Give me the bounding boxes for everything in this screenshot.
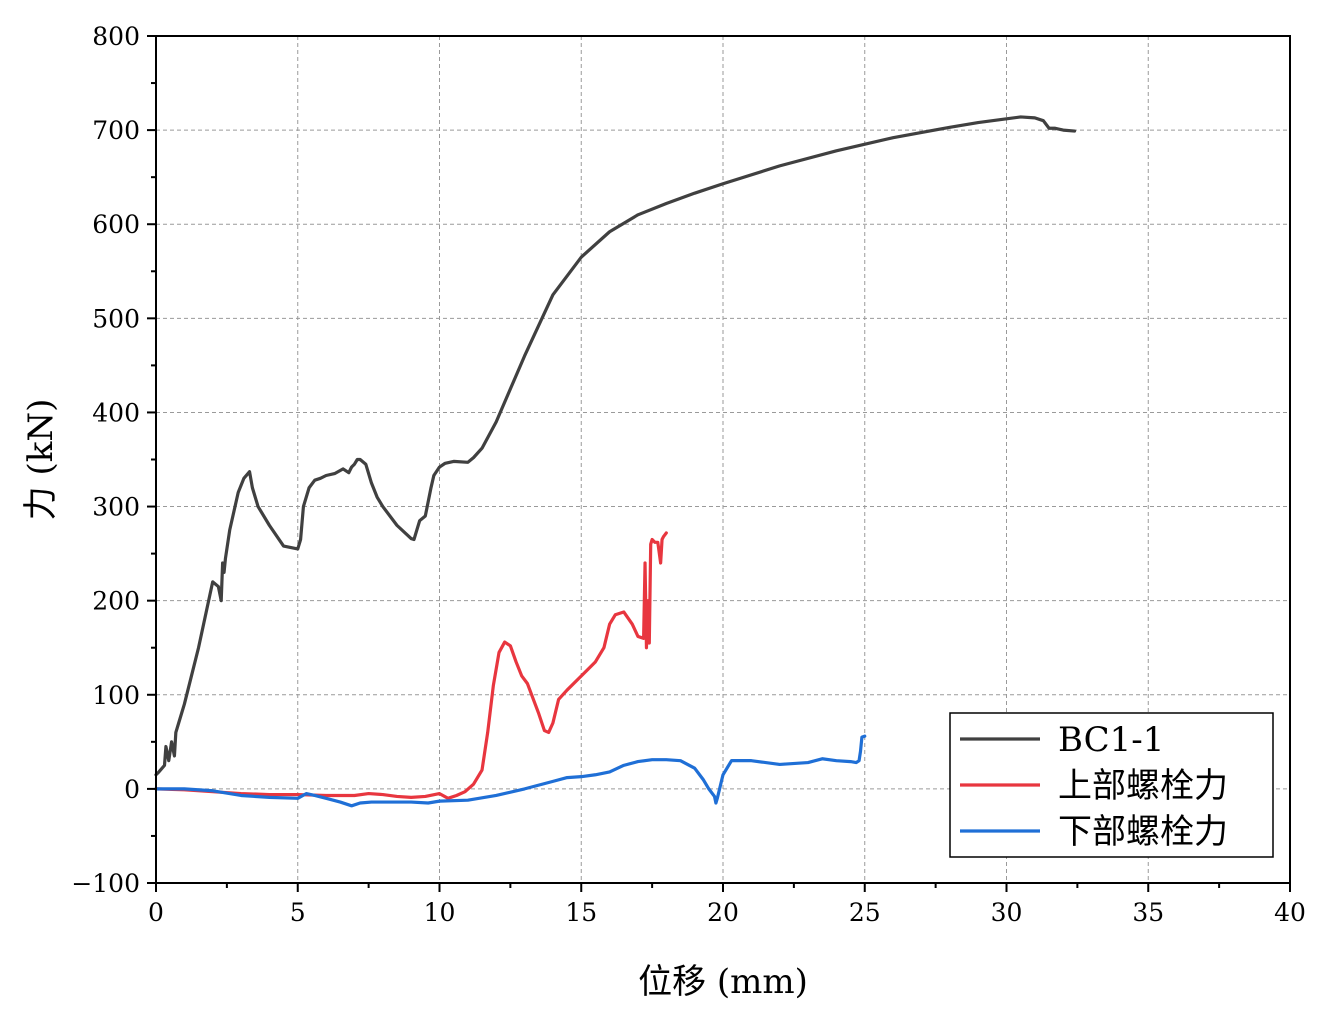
y-tick-label: 700 (92, 116, 140, 145)
x-tick-label: 20 (707, 898, 739, 927)
y-tick-label: 0 (124, 775, 140, 804)
y-tick-label: 100 (92, 681, 140, 710)
y-axis-title: 力 (kN) (21, 399, 61, 521)
legend-label: BC1-1 (1058, 720, 1164, 760)
series-line-1 (154, 531, 668, 800)
y-tick-label: 500 (92, 304, 140, 333)
y-tick-label: 200 (92, 587, 140, 616)
y-tick-label: 800 (92, 22, 140, 51)
series-line-2 (154, 734, 867, 808)
x-tick-label: 30 (991, 898, 1023, 927)
y-tick-labels: −100 0 100 200 300 400 500 600 700 800 (71, 22, 140, 898)
legend-label: 上部螺栓力 (1058, 766, 1228, 806)
x-tick-label: 10 (424, 898, 456, 927)
x-tick-label: 25 (849, 898, 881, 927)
y-tick-label: 600 (92, 210, 140, 239)
y-tick-label: 400 (92, 398, 140, 427)
legend-label: 下部螺栓力 (1058, 812, 1228, 852)
x-axis-title: 位移 (mm) (638, 962, 808, 1002)
x-tick-labels: 0 5 10 15 20 25 30 35 40 (148, 898, 1306, 927)
y-tick-label: −100 (71, 869, 140, 898)
x-tick-label: 40 (1274, 898, 1306, 927)
y-tick-label: 300 (92, 493, 140, 522)
x-tick-label: 35 (1132, 898, 1164, 927)
series-lines (154, 115, 1077, 808)
axis-ticks (147, 35, 1291, 892)
x-tick-label: 5 (290, 898, 306, 927)
x-tick-label: 0 (148, 898, 164, 927)
x-tick-label: 15 (565, 898, 597, 927)
series-line-0 (154, 115, 1077, 777)
